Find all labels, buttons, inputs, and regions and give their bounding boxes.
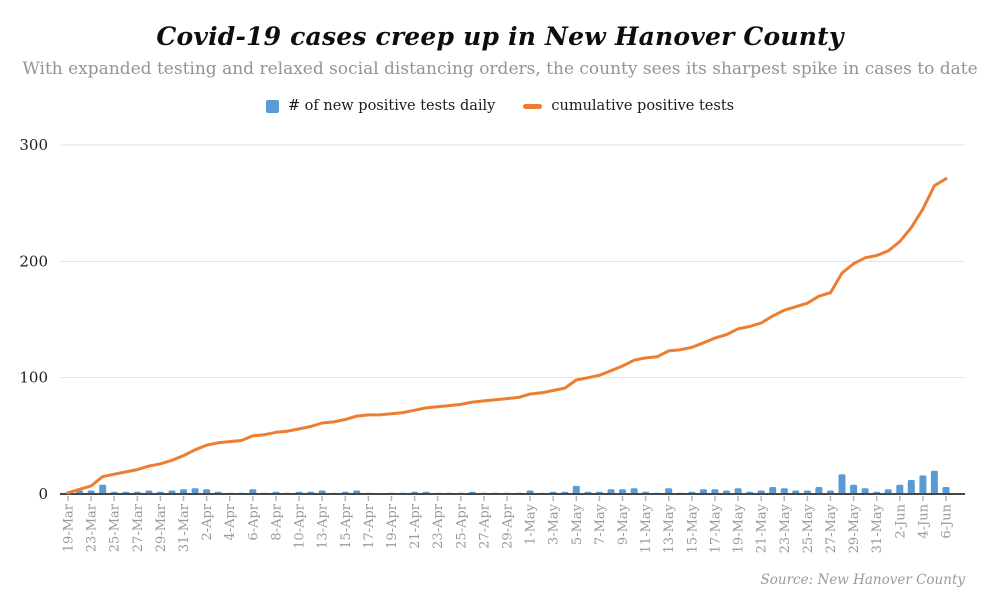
x-tick-label: 4-Jun [916, 503, 931, 538]
daily-bar [861, 488, 869, 494]
x-tick-label: 25-May [801, 503, 816, 553]
daily-bar [896, 484, 904, 494]
daily-bar [607, 489, 615, 494]
page-title: Covid-19 cases creep up in New Hanover C… [156, 22, 844, 51]
x-tick-label: 1-May [524, 503, 539, 545]
x-tick-label: 7-May [593, 503, 608, 545]
legend: # of new positive tests daily cumulative… [0, 98, 1000, 114]
daily-bar [769, 487, 777, 494]
x-tick-label: 11-May [639, 503, 654, 553]
legend-item-daily-bars: # of new positive tests daily [265, 98, 496, 114]
legend-label-cumulative-line: cumulative positive tests [551, 98, 735, 114]
y-tick-label: 200 [19, 252, 48, 270]
x-tick-label: 19-May [732, 503, 747, 553]
x-tick-label: 3-May [547, 503, 562, 545]
x-tick-label: 17-May [708, 503, 723, 553]
daily-bar [630, 488, 638, 494]
x-tick-label: 4-Apr [223, 503, 238, 540]
daily-bar [203, 489, 211, 494]
x-tick-label: 27-Apr [477, 503, 492, 549]
x-tick-label: 27-May [824, 503, 839, 553]
daily-bar [180, 489, 187, 494]
daily-bar [942, 487, 950, 494]
daily-bar [711, 489, 719, 494]
daily-bar [734, 488, 742, 494]
x-tick-label: 23-May [778, 503, 793, 553]
x-tick-label: 29-Mar [154, 503, 169, 552]
daily-bar [780, 488, 788, 494]
x-tick-label: 5-May [570, 503, 585, 545]
page-subtitle: With expanded testing and relaxed social… [22, 59, 978, 79]
x-tick-label: 21-Apr [408, 503, 423, 549]
daily-bar [907, 480, 915, 494]
x-tick-label: 6-Jun [940, 503, 955, 538]
y-tick-label: 0 [38, 485, 48, 503]
x-tick-label: 9-May [616, 503, 631, 545]
x-tick-label: 25-Apr [454, 503, 469, 549]
daily-bar [930, 470, 938, 494]
x-tick-label: 29-Apr [501, 503, 516, 549]
x-tick-label: 29-May [847, 503, 862, 553]
daily-bar [884, 489, 892, 494]
x-tick-label: 13-May [662, 503, 677, 553]
x-tick-label: 19-Apr [385, 503, 400, 549]
daily-bar [919, 475, 927, 494]
daily-bar [699, 489, 707, 494]
daily-bar [815, 487, 823, 494]
x-tick-label: 13-Apr [316, 503, 331, 549]
x-tick-label: 23-Apr [431, 503, 446, 549]
x-tick-label: 15-May [685, 503, 700, 553]
daily-bar [838, 474, 846, 494]
bar-series-swatch-icon [265, 99, 279, 113]
y-tick-label: 100 [19, 369, 48, 387]
x-tick-label: 8-Apr [269, 503, 284, 540]
legend-label-daily-bars: # of new positive tests daily [287, 98, 496, 114]
x-tick-label: 10-Apr [293, 503, 308, 549]
x-tick-label: 31-May [870, 503, 885, 553]
daily-bar [99, 484, 107, 494]
daily-bar [619, 489, 626, 494]
x-tick-label: 23-Mar [85, 503, 100, 552]
cumulative-line [66, 177, 948, 495]
line-series-swatch-icon [523, 103, 543, 109]
daily-bar [249, 489, 257, 494]
y-tick-label: 300 [19, 136, 48, 154]
x-tick-label: 19-Mar [62, 503, 77, 552]
x-tick-label: 21-May [755, 503, 770, 553]
x-tick-label: 15-Apr [339, 503, 354, 549]
x-tick-label: 2-Jun [893, 503, 908, 538]
daily-bar [572, 485, 580, 494]
x-tick-label: 31-Mar [177, 503, 192, 552]
x-tick-label: 17-Apr [362, 503, 377, 549]
daily-bar [850, 484, 858, 494]
daily-bar [191, 488, 199, 494]
source-credit: Source: New Hanover County [760, 572, 965, 588]
x-tick-label: 27-Mar [131, 503, 146, 552]
x-tick-label: 6-Apr [246, 503, 261, 540]
x-tick-label: 25-Mar [108, 503, 123, 552]
x-tick-label: 2-Apr [200, 503, 215, 540]
legend-item-cumulative-line: cumulative positive tests [523, 98, 734, 114]
daily-bar [665, 488, 673, 494]
